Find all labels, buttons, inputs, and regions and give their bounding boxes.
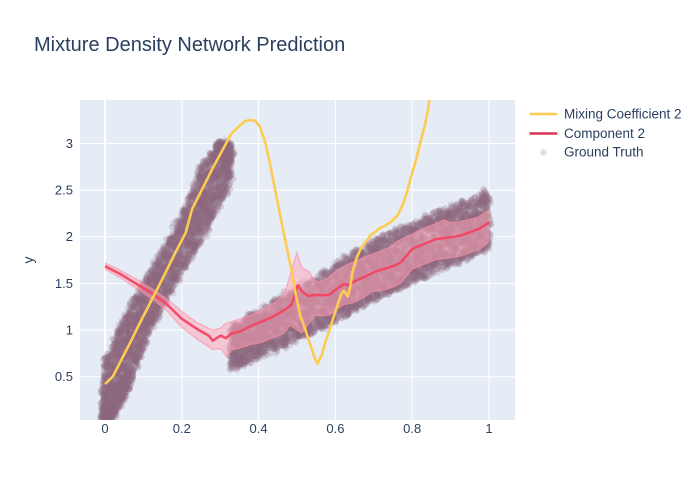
svg-text:Mixture Density Network Predic: Mixture Density Network Prediction [34,34,345,56]
